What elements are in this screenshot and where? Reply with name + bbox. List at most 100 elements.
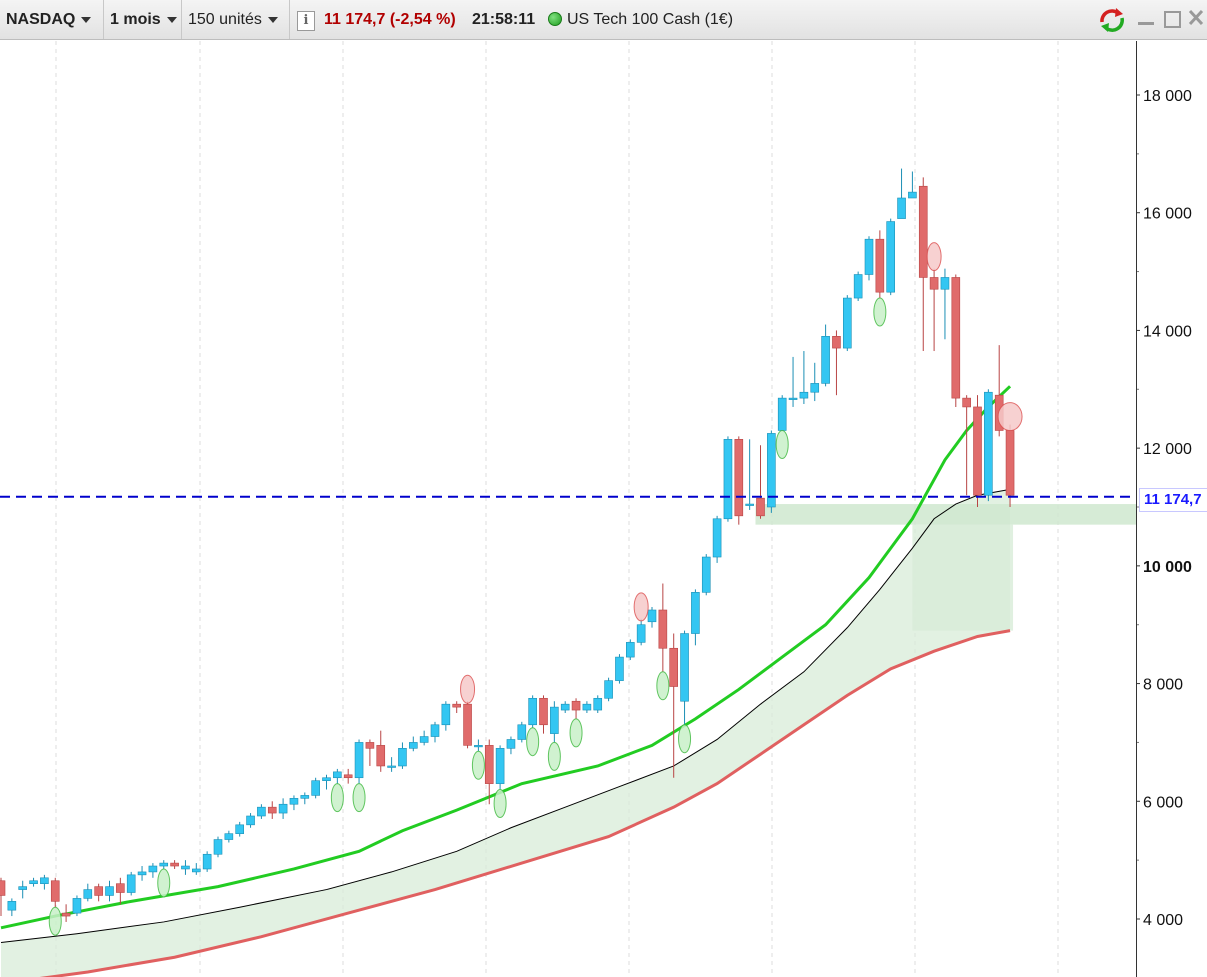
y-axis-tick-label: 4 000	[1143, 912, 1183, 929]
candle-bull	[441, 703, 451, 726]
candle-bull	[908, 191, 917, 199]
candle-bear	[61, 912, 71, 917]
support-zone	[755, 504, 1136, 525]
ma-band-fill	[1, 489, 1011, 977]
candle-bear	[452, 703, 462, 708]
quote-time: 21:58:11	[472, 11, 536, 28]
close-icon[interactable]	[1188, 8, 1204, 31]
signal-markers	[48, 242, 1023, 936]
candle-bear	[756, 497, 765, 517]
chevron-down-icon	[267, 16, 278, 23]
candle-bull	[701, 556, 711, 593]
candle-bull	[474, 745, 483, 748]
candle-bull	[213, 839, 223, 855]
candle-bull	[40, 877, 49, 884]
candle-bull	[289, 798, 299, 805]
candle-bull	[224, 833, 234, 840]
units-selector[interactable]: 150 unités	[182, 0, 290, 39]
maximize-icon[interactable]	[1164, 8, 1181, 28]
candle-bear	[267, 806, 277, 814]
y-axis-tick-label: 8 000	[1143, 677, 1183, 694]
candle-bull	[408, 742, 418, 749]
candle-bear	[539, 697, 548, 726]
bull-signal-marker	[330, 783, 344, 813]
candle-bull	[83, 889, 93, 899]
candle-bear	[571, 700, 581, 711]
candle-bear	[94, 886, 103, 896]
candle-bull	[897, 197, 906, 219]
candle-bull	[517, 724, 527, 740]
candle-bull	[257, 806, 266, 817]
candle-bull	[246, 815, 255, 826]
candle-bull	[777, 397, 787, 431]
candle-bear	[918, 185, 928, 278]
candle-bull	[148, 865, 158, 873]
bear-signal-marker	[997, 402, 1023, 432]
candle-bull	[886, 221, 896, 293]
bull-signal-marker	[775, 429, 789, 459]
candle-bear	[658, 609, 668, 649]
candle-bull	[419, 736, 429, 743]
candle-bull	[192, 868, 201, 873]
candle-bear	[463, 703, 472, 746]
bull-signal-marker	[157, 868, 171, 898]
candle-bull	[647, 609, 657, 623]
candle-bear	[875, 238, 885, 293]
candle-bull	[311, 780, 320, 796]
candle-bear	[484, 745, 494, 784]
minimize-icon[interactable]	[1138, 8, 1154, 25]
candle-bull	[767, 433, 776, 508]
candle-bear	[50, 880, 60, 902]
candle-bull	[723, 439, 733, 520]
bull-signal-marker	[471, 750, 485, 780]
bull-signal-marker	[678, 724, 692, 754]
candle-bull	[354, 742, 364, 779]
candle-bear	[170, 862, 179, 867]
bull-signal-marker	[48, 906, 62, 936]
y-axis-tick-label: 14 000	[1143, 323, 1192, 340]
candle-bull	[126, 874, 136, 893]
refresh-icon[interactable]	[1096, 6, 1128, 34]
bull-signal-marker	[352, 783, 366, 813]
candle-bull	[582, 703, 592, 711]
candle-bull	[528, 697, 537, 726]
candle-bear	[365, 742, 375, 749]
bull-signal-marker	[656, 671, 670, 701]
period-selector[interactable]: 1 mois	[104, 0, 182, 39]
price-chart[interactable]: 18 000 16 000 14 000 12 000 10 000 8 000 6 000…	[0, 41, 1207, 977]
bull-signal-marker	[493, 789, 507, 819]
candle-bear	[0, 880, 6, 896]
bear-signal-marker	[926, 242, 942, 272]
y-axis: 18 000 16 000 14 000 12 000 10 000 8 000 6 000…	[1136, 88, 1192, 929]
candle-bull	[745, 503, 754, 506]
candle-bull	[842, 297, 852, 349]
candle-bull	[322, 777, 331, 781]
candle-bear	[832, 336, 841, 349]
candle-bull	[799, 391, 809, 399]
candle-bull	[202, 853, 212, 870]
candle-bull	[864, 238, 874, 275]
symbol-label: NASDAQ	[6, 11, 76, 28]
candle-bull	[72, 898, 82, 914]
candle-bull	[593, 697, 603, 711]
candle-bull	[300, 795, 310, 799]
market-status-icon	[548, 12, 562, 26]
candle-bear	[951, 277, 961, 399]
candle-bear	[973, 406, 982, 496]
bull-signal-marker	[873, 297, 887, 327]
info-icon[interactable]: i	[297, 11, 315, 31]
ma-fast-line	[0, 385, 1012, 930]
candle-bull	[940, 277, 950, 290]
symbol-selector[interactable]: NASDAQ	[0, 0, 104, 39]
candle-bull	[398, 748, 407, 767]
candle-bear	[734, 439, 744, 517]
candle-bull	[680, 633, 689, 702]
candle-bull	[604, 680, 613, 699]
y-axis-tick-label: 18 000	[1143, 88, 1192, 105]
candle-bull	[105, 886, 114, 896]
candle-bull	[278, 803, 288, 814]
y-axis-tick-label: 16 000	[1143, 206, 1192, 223]
y-axis-tick-label: 12 000	[1143, 441, 1192, 458]
candle-bull	[853, 274, 863, 299]
candle-bear	[376, 745, 386, 767]
